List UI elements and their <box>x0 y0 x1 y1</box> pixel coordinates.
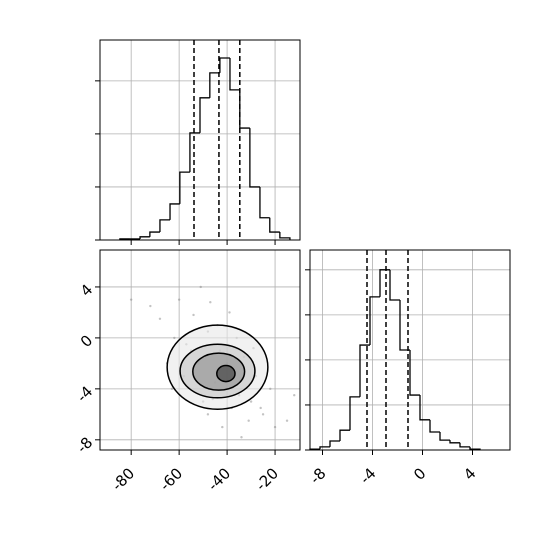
hist-bin <box>389 269 400 301</box>
hist-bin <box>199 97 210 133</box>
hist-bin <box>399 300 410 351</box>
hist-bin <box>359 344 370 397</box>
scatter-point <box>170 387 174 391</box>
scatter-point <box>177 298 181 301</box>
hist-bin <box>449 440 460 444</box>
scatter-point <box>247 419 250 422</box>
scatter-point <box>249 400 253 403</box>
scatter-point <box>192 313 195 317</box>
scatter-point <box>206 413 210 416</box>
hist-bin <box>269 217 280 233</box>
hist-bin <box>419 395 430 421</box>
hist-bin <box>239 89 250 129</box>
x-tick-label: -60 <box>156 464 186 494</box>
scatter-point <box>199 285 202 289</box>
x-tick-label: -4 <box>356 464 379 487</box>
hist-bin <box>279 232 291 240</box>
scatter-point <box>228 311 231 314</box>
scatter-point <box>173 336 176 340</box>
hist-bin <box>429 419 440 433</box>
scatter-point <box>221 425 224 429</box>
scatter-point <box>261 413 265 416</box>
x-tick-label: 0 <box>410 464 429 483</box>
axes-frame <box>309 249 511 451</box>
scatter-point <box>240 436 243 439</box>
x-tick-label: -20 <box>252 464 282 494</box>
scatter-point <box>285 419 289 422</box>
axes-frame <box>99 39 301 241</box>
hist-bin <box>379 269 390 297</box>
x-tick-label: -40 <box>204 464 234 494</box>
hist-bin <box>209 72 220 98</box>
hist-bin <box>329 440 340 447</box>
x-tick-label: -80 <box>108 464 138 494</box>
scatter-point <box>209 301 212 304</box>
axes-frame <box>99 249 301 451</box>
scatter-point <box>273 425 277 429</box>
x-tick-label: -8 <box>306 464 329 487</box>
y-tick-label: 4 <box>77 281 96 300</box>
scatter-point <box>269 387 272 391</box>
contour <box>216 364 236 383</box>
x-tick-label: 4 <box>460 464 479 483</box>
hist-bin <box>149 231 160 237</box>
scatter-point <box>293 394 296 397</box>
scatter-point <box>149 304 152 308</box>
hist-bin <box>139 236 150 239</box>
hist-bin <box>169 203 180 220</box>
scatter-point <box>129 298 133 301</box>
hist-bin <box>179 171 190 204</box>
hist-bin <box>219 57 230 73</box>
hist-bin <box>369 296 380 346</box>
scatter-point <box>259 406 262 410</box>
hist-bin <box>159 219 171 233</box>
y-tick-label: 0 <box>77 332 96 351</box>
y-tick-label: -8 <box>73 433 96 456</box>
hist-bin <box>459 442 470 448</box>
hist-bin <box>439 431 450 441</box>
y-tick-label: -4 <box>73 382 96 405</box>
hist-bin <box>339 429 350 441</box>
hist-bin <box>319 446 330 450</box>
hist-bin <box>349 396 360 431</box>
hist-bin <box>229 58 240 91</box>
hist-bin <box>409 350 420 396</box>
hist-bin <box>249 128 260 188</box>
hist-bin <box>259 186 270 219</box>
hist-bin <box>189 132 200 173</box>
scatter-point <box>158 317 162 320</box>
